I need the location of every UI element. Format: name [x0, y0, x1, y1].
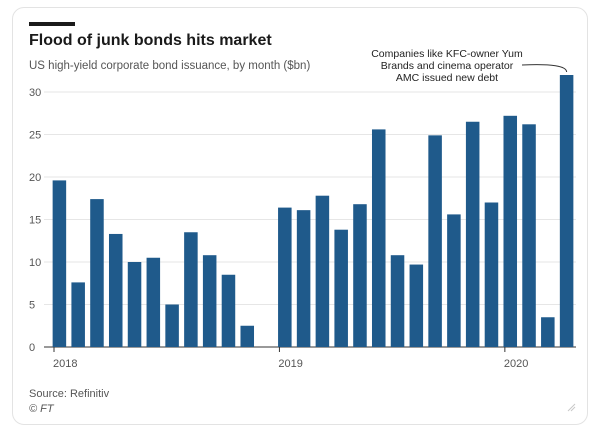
x-tick-label: 2020	[504, 358, 528, 370]
title-accent-bar	[29, 22, 75, 26]
chart-subtitle: US high-yield corporate bond issuance, b…	[29, 60, 311, 72]
bar	[503, 115, 518, 347]
resize-handle-icon	[567, 403, 576, 412]
source-note: Source: Refinitiv	[29, 388, 110, 400]
y-tick-label: 20	[29, 172, 41, 184]
y-tick-label: 15	[29, 215, 41, 227]
chart-title: Flood of junk bonds hits market	[29, 32, 272, 49]
y-tick-label: 30	[29, 87, 41, 99]
bar	[90, 199, 104, 347]
y-tick-label: 25	[29, 130, 41, 142]
bar	[127, 262, 142, 347]
bar	[52, 180, 67, 347]
bar	[484, 202, 499, 347]
bar	[409, 264, 424, 347]
annotation-text: Brands and cinema operator	[381, 60, 514, 72]
bar	[390, 255, 405, 347]
y-tick-label: 0	[29, 342, 35, 354]
x-tick-label: 2019	[278, 358, 302, 370]
bar	[71, 282, 85, 347]
annotation-text: Companies like KFC-owner Yum	[371, 48, 523, 60]
bar	[184, 232, 198, 347]
bar	[221, 274, 236, 347]
annotation-text: AMC issued new debt	[396, 72, 498, 84]
bar	[240, 325, 255, 347]
bar	[315, 195, 330, 347]
bar	[296, 210, 311, 347]
copyright-note: © FT	[29, 403, 54, 415]
bar	[108, 233, 123, 347]
y-tick-label: 5	[29, 300, 35, 312]
y-tick-label: 10	[29, 257, 41, 269]
x-tick-label: 2018	[53, 358, 77, 370]
bar	[447, 214, 461, 347]
bar	[146, 257, 161, 347]
bar	[353, 204, 367, 347]
bar	[165, 304, 179, 347]
bar	[278, 207, 292, 347]
bar	[522, 124, 536, 347]
bar	[334, 229, 348, 347]
bar	[465, 121, 480, 347]
bar	[202, 255, 217, 347]
annotation-leader-line	[521, 64, 568, 73]
bar	[559, 75, 574, 347]
bar	[371, 129, 386, 347]
bar	[428, 135, 442, 347]
bar	[541, 317, 555, 347]
